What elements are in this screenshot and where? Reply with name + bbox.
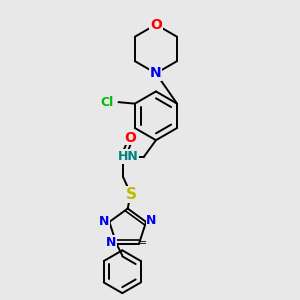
- Text: HN: HN: [118, 150, 139, 163]
- Text: O: O: [150, 18, 162, 32]
- Text: N: N: [146, 214, 157, 227]
- Text: O: O: [125, 130, 136, 145]
- Text: N: N: [150, 66, 162, 80]
- Text: S: S: [126, 187, 137, 202]
- Text: N: N: [106, 236, 116, 248]
- Text: N: N: [99, 215, 109, 228]
- Text: =: =: [139, 238, 147, 248]
- Text: Cl: Cl: [101, 96, 114, 109]
